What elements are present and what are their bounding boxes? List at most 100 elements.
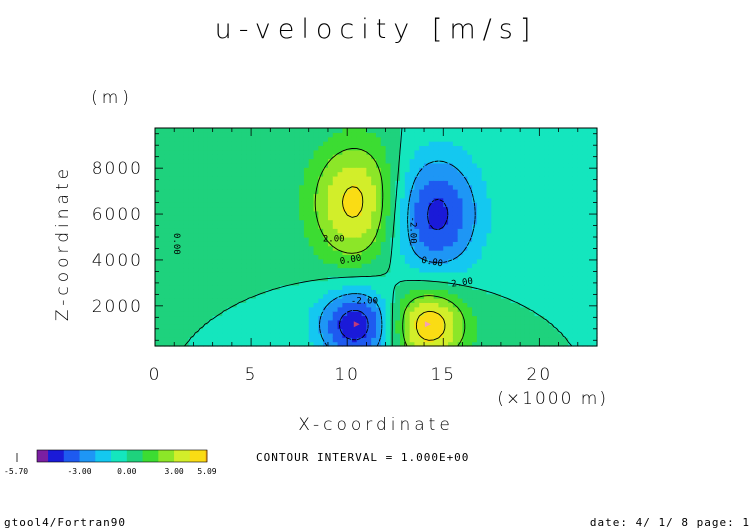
contour-cell xyxy=(592,136,598,142)
contour-cell xyxy=(457,237,464,242)
contour-cell xyxy=(376,315,382,321)
contour-cell xyxy=(265,180,271,186)
contour-cell xyxy=(361,175,367,181)
contour-cell xyxy=(568,293,574,299)
contour-cell xyxy=(217,280,223,286)
contour-cell xyxy=(481,302,488,308)
contour-cell xyxy=(544,241,550,247)
contour-cell xyxy=(179,241,185,247)
contour-cell xyxy=(299,175,305,181)
contour-cell xyxy=(241,241,247,247)
contour-cell xyxy=(481,298,488,303)
contour-cell xyxy=(582,250,588,256)
contour-cell xyxy=(193,180,199,186)
contour-cell xyxy=(174,197,180,203)
contour-cell xyxy=(534,158,540,164)
contour-cell xyxy=(260,228,267,234)
contour-cell xyxy=(409,276,416,282)
contour-cell xyxy=(155,219,161,225)
contour-cell xyxy=(222,315,228,321)
contour-cell xyxy=(246,171,252,177)
contour-cell xyxy=(428,232,435,238)
contour-cell xyxy=(198,276,204,282)
contour-cell xyxy=(179,145,185,151)
contour-cell xyxy=(539,167,545,173)
contour-cell xyxy=(500,284,507,290)
contour-cell xyxy=(337,241,343,247)
contour-cell xyxy=(380,337,387,343)
contour-cell xyxy=(587,232,593,238)
contour-cell xyxy=(428,280,435,286)
contour-cell xyxy=(467,232,473,238)
contour-cell xyxy=(462,315,468,321)
contour-cell xyxy=(414,228,420,234)
contour-cell xyxy=(505,341,512,347)
contour-cell xyxy=(462,158,468,164)
contour-cell xyxy=(400,162,406,168)
contour-cell xyxy=(198,315,204,321)
contour-cell xyxy=(380,341,387,347)
contour-cell xyxy=(428,271,435,277)
contour-cell xyxy=(217,254,223,260)
contour-cell xyxy=(284,241,291,247)
contour-cell xyxy=(351,254,358,260)
contour-cell xyxy=(505,276,512,282)
contour-cell xyxy=(303,341,310,347)
contour-cell xyxy=(294,337,300,343)
contour-cell xyxy=(294,258,300,264)
contour-cell xyxy=(529,141,536,147)
contour-cell xyxy=(568,189,574,194)
contour-cell xyxy=(265,280,271,286)
contour-cell xyxy=(582,128,588,133)
contour-cell xyxy=(299,245,305,251)
contour-cell xyxy=(414,206,420,212)
contour-cell xyxy=(448,289,454,295)
contour-cell xyxy=(174,132,180,138)
contour-cell xyxy=(476,197,483,203)
contour-cell xyxy=(255,254,262,260)
contour-cell xyxy=(227,271,233,277)
contour-cell xyxy=(227,328,233,334)
contour-cell xyxy=(347,267,353,273)
contour-cell xyxy=(241,158,247,164)
contour-cell xyxy=(327,228,334,234)
contour-cell xyxy=(582,180,588,186)
contour-cell xyxy=(270,189,276,194)
contour-cell xyxy=(438,289,444,295)
contour-cell xyxy=(414,284,420,290)
contour-cell xyxy=(587,328,593,334)
contour-cell xyxy=(327,280,334,286)
contour-cell xyxy=(260,197,267,203)
contour-cell xyxy=(260,276,267,282)
contour-cell xyxy=(342,328,348,334)
contour-cell xyxy=(169,228,175,234)
contour-cell xyxy=(491,328,497,334)
contour-cell xyxy=(496,289,502,295)
contour-cell xyxy=(299,215,305,221)
contour-cell xyxy=(203,189,209,194)
contour-cell xyxy=(385,341,392,347)
contour-cell xyxy=(376,289,382,295)
contour-cell xyxy=(198,319,204,325)
contour-cell xyxy=(520,332,526,338)
contour-cell xyxy=(299,149,305,155)
contour-cell xyxy=(303,141,310,147)
contour-cell xyxy=(472,158,478,164)
contour-cell xyxy=(265,162,271,168)
contour-cell xyxy=(332,184,339,190)
contour-cell xyxy=(582,315,588,321)
contour-cell xyxy=(587,293,593,299)
contour-cell xyxy=(337,223,343,229)
contour-cell xyxy=(342,237,348,242)
contour-cell xyxy=(472,284,478,290)
contour-cell xyxy=(544,267,550,273)
contour-cell xyxy=(159,293,166,299)
contour-cell xyxy=(260,141,267,147)
contour-cell xyxy=(207,145,214,151)
contour-cell xyxy=(332,324,339,330)
extrema-markers xyxy=(353,321,431,328)
contour-cell xyxy=(188,206,195,212)
contour-cell xyxy=(366,215,372,221)
contour-cell xyxy=(505,145,512,151)
contour-cell xyxy=(587,280,593,286)
